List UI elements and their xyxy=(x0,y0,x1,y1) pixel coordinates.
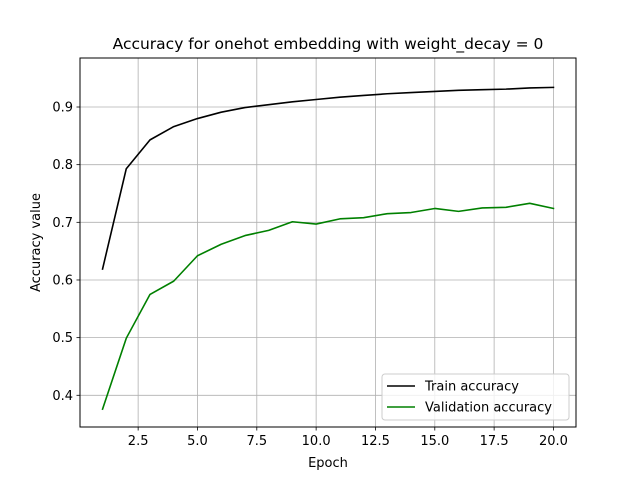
legend-label: Validation accuracy xyxy=(425,401,552,416)
x-tick-label: 10.0 xyxy=(302,434,331,449)
y-tick-label: 0.5 xyxy=(52,331,73,346)
chart-title: Accuracy for onehot embedding with weigh… xyxy=(113,35,544,54)
legend-box xyxy=(381,373,570,421)
y-axis-label: Accuracy value xyxy=(29,193,44,292)
x-tick-label: 20.0 xyxy=(539,434,568,449)
series-line-validation xyxy=(101,202,555,411)
y-tick-label: 0.7 xyxy=(52,216,73,231)
y-tick-label: 0.6 xyxy=(52,273,73,288)
x-tick-label: 5.0 xyxy=(187,434,208,449)
y-tick-label: 0.4 xyxy=(52,389,73,404)
y-tick-label: 0.9 xyxy=(52,101,73,116)
series-line-train xyxy=(101,86,555,270)
axis-ticks: 2.5 5.0 7.5 10.0 12.5 15.0 17.5 20.0 0.4 0.5 0.6 0.… xyxy=(52,101,568,449)
x-tick-label: 7.5 xyxy=(246,434,267,449)
x-tick-label: 17.5 xyxy=(480,434,509,449)
x-tick-label: 15.0 xyxy=(420,434,449,449)
x-axis-label: Epoch xyxy=(308,456,348,471)
grid xyxy=(80,58,576,427)
plot-frame xyxy=(79,57,577,428)
legend: Train accuracy Validation accuracy xyxy=(381,373,570,421)
series-lines xyxy=(101,86,555,411)
x-tick-label: 12.5 xyxy=(361,434,390,449)
legend-label: Train accuracy xyxy=(424,380,519,395)
y-tick-label: 0.8 xyxy=(52,158,73,173)
x-tick-label: 2.5 xyxy=(128,434,149,449)
